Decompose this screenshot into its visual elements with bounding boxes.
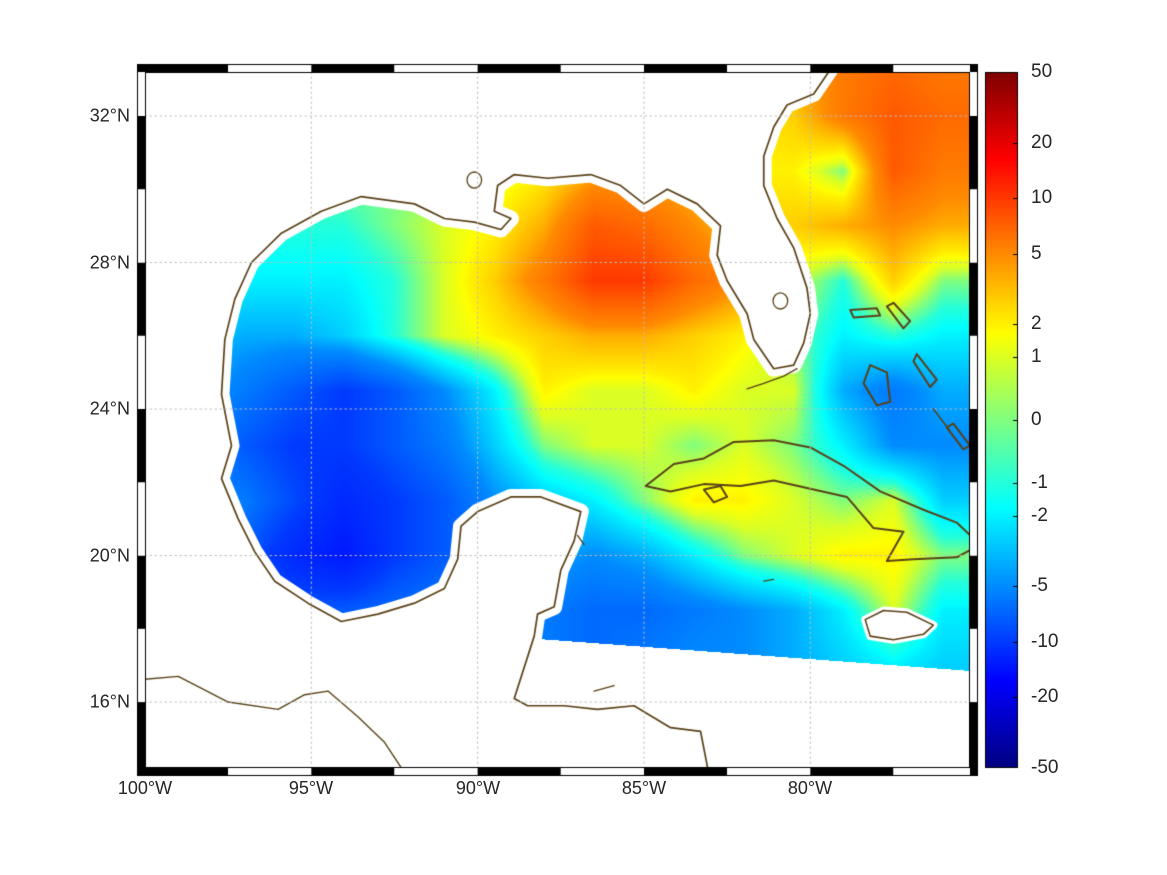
- colorbar-tick-label: -2: [1031, 505, 1048, 526]
- y-tick-label: 16°N: [89, 691, 130, 712]
- colorbar-tick-label: 10: [1031, 187, 1053, 208]
- colorbar-tick-label: -20: [1031, 686, 1059, 707]
- colorbar-tick-label: 50: [1031, 61, 1053, 82]
- colorbar-tick-label: -10: [1031, 631, 1059, 652]
- colorbar-tick-label: 0: [1031, 409, 1042, 430]
- y-tick-label: 24°N: [89, 398, 130, 419]
- colorbar-tick-label: 5: [1031, 243, 1042, 264]
- x-tick-label: 80°W: [787, 778, 833, 798]
- x-tick-label: 90°W: [455, 778, 501, 798]
- x-tick-label: 85°W: [621, 778, 667, 798]
- colorbar-tick-label: 1: [1031, 346, 1042, 367]
- y-tick-label: 32°N: [89, 105, 130, 126]
- x-tick-label: 95°W: [288, 778, 334, 798]
- colorbar-tick-label: -5: [1031, 575, 1048, 596]
- y-tick-label: 28°N: [89, 252, 130, 273]
- colorbar-tick-label: 20: [1031, 132, 1053, 153]
- colorbar-tick-label: -1: [1031, 472, 1048, 493]
- y-tick-label: 20°N: [89, 545, 130, 566]
- x-tick-label: 100°W: [117, 778, 173, 798]
- colorbar-tick-label: -50: [1031, 757, 1059, 778]
- colorbar-tick-label: 2: [1031, 313, 1042, 334]
